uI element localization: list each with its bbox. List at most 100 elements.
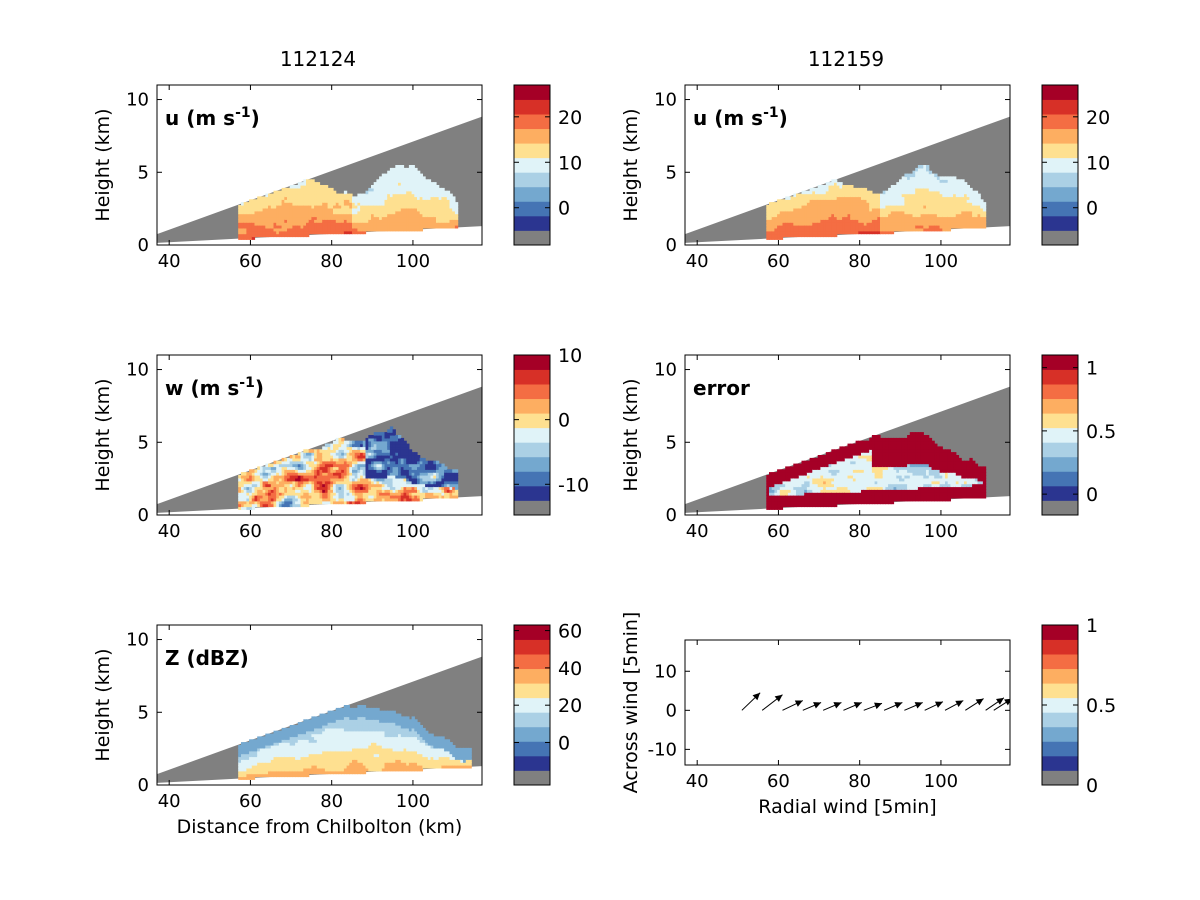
wind-arrow	[904, 702, 923, 711]
colorbar-tick-label: 20	[558, 695, 582, 717]
colorbar-swatch	[1042, 128, 1078, 144]
colorbar-swatch	[514, 654, 550, 670]
colorbar-tick-label: 60	[558, 621, 582, 643]
plot-area	[685, 116, 1010, 243]
panel-label: u (m s-1)	[693, 105, 788, 130]
colorbar-swatch	[1042, 485, 1078, 501]
colorbar-swatch	[514, 99, 550, 115]
panel-u-right: 40 60 80 100 0 5 10 Height (km) u (m s-1)	[620, 84, 1011, 272]
colorbar-swatch	[1042, 201, 1078, 217]
x-tick-label: 100	[396, 521, 430, 542]
x-tick-label: 60	[239, 521, 262, 542]
colorbar-swatch	[1042, 654, 1078, 670]
y-tick-label: 0	[138, 505, 149, 526]
axes-box	[684, 354, 1011, 516]
x-tick-label: 40	[686, 251, 709, 272]
colorbar-swatch	[514, 128, 550, 144]
y-tick-label: 0	[138, 235, 149, 256]
y-tick-label: 10	[126, 360, 149, 381]
y-tick-label: 10	[654, 90, 677, 111]
x-tick-label: 80	[848, 521, 871, 542]
x-tick-label: 60	[239, 791, 262, 812]
wind-arrow	[985, 697, 1005, 711]
colorbar-swatch	[1042, 85, 1078, 100]
colorbar-tick-label: 20	[1086, 107, 1110, 129]
x-tick-label: 80	[848, 251, 871, 272]
colorbar: 10 0 -10	[513, 345, 589, 516]
panel-u-left: 40 60 80 100 0 5 10 Height (km) u (m s-1)	[92, 84, 483, 272]
colorbar-swatch	[1042, 230, 1078, 246]
axes-box	[156, 84, 483, 246]
x-tick-label: 80	[320, 791, 343, 812]
colorbar-swatch	[514, 186, 550, 202]
panel-error-right: 40 60 80 100 0 5 10 Height (km) error	[620, 354, 1011, 542]
colorbar-swatch	[1042, 456, 1078, 472]
panel-label: Z (dBZ)	[165, 646, 249, 670]
panel-label: u (m s-1)	[165, 105, 260, 130]
wind-arrows	[741, 692, 1010, 711]
colorbar-tick-label: 0	[558, 198, 570, 220]
y-tick-label: 5	[666, 162, 677, 183]
y-tick-label: 0	[666, 235, 677, 256]
field-cells	[238, 705, 472, 780]
colorbar-swatch	[514, 157, 550, 173]
wind-arrow	[822, 702, 842, 711]
y-tick-label: -10	[648, 739, 677, 760]
x-tick-label: 100	[396, 791, 430, 812]
wind-arrow	[782, 700, 804, 711]
colorbar-tick-label: 10	[558, 152, 582, 174]
colorbar-tick-label: 0	[1086, 198, 1098, 220]
x-tick-label: 40	[686, 521, 709, 542]
field-cells	[238, 426, 459, 510]
colorbar-swatch	[1042, 500, 1078, 516]
colorbar-swatch	[1042, 99, 1078, 115]
colorbar-swatch	[514, 726, 550, 742]
field-cells	[238, 165, 459, 240]
y-tick-label: 5	[138, 432, 149, 453]
x-tick-label: 100	[924, 251, 958, 272]
x-tick-label: 100	[924, 521, 958, 542]
colorbar-swatch	[514, 471, 550, 487]
wind-arrow	[944, 700, 964, 711]
x-axis-label: Distance from Chilbolton (km)	[177, 816, 463, 838]
wind-arrow	[802, 702, 822, 711]
colorbar-swatch	[1042, 157, 1078, 173]
wind-arrow	[761, 694, 783, 711]
colorbar-swatch	[514, 500, 550, 516]
colorbar-swatch	[1042, 398, 1078, 414]
column-title-right: 112159	[808, 47, 884, 71]
colorbar-swatch	[1042, 427, 1078, 443]
colorbar-swatch	[514, 172, 550, 188]
colorbar-swatch	[514, 697, 550, 713]
colorbar-tick-label: 0	[558, 732, 570, 754]
colorbar: 20 10 0	[1041, 84, 1110, 246]
y-tick-label: 10	[654, 661, 677, 682]
colorbar: 10.50	[1041, 354, 1116, 516]
x-tick-label: 40	[158, 251, 181, 272]
colorbar-swatch	[514, 384, 550, 400]
x-tick-label: 60	[767, 251, 790, 272]
colorbar-swatch	[1042, 384, 1078, 400]
x-tick-label: 60	[239, 251, 262, 272]
colorbar-tick-label: 10	[1086, 152, 1110, 174]
axes-box	[156, 354, 483, 516]
colorbar-tick-label: 20	[558, 107, 582, 129]
colorbar-swatch	[1042, 770, 1078, 786]
x-tick-label: 40	[158, 521, 181, 542]
colorbar-tick-label: 0.5	[1086, 421, 1116, 443]
x-tick-label: 60	[767, 521, 790, 542]
plot-area	[685, 386, 1010, 513]
colorbar-swatch	[514, 668, 550, 684]
colorbar-swatch	[514, 442, 550, 458]
axes-box	[156, 624, 483, 786]
colorbar-swatch	[1042, 755, 1078, 771]
colorbar-tick-label: -10	[558, 474, 589, 496]
y-tick-label: 0	[666, 700, 677, 721]
panel-wind-right: 40 60 80 100 -10 0 10 Across wind [5min] Radial …	[620, 612, 1011, 818]
colorbar-swatch	[1042, 668, 1078, 684]
y-axis-label: Height (km)	[620, 378, 642, 491]
x-tick-label: 80	[848, 771, 871, 792]
colorbar-swatch	[514, 413, 550, 429]
colorbar-swatch	[1042, 355, 1078, 370]
